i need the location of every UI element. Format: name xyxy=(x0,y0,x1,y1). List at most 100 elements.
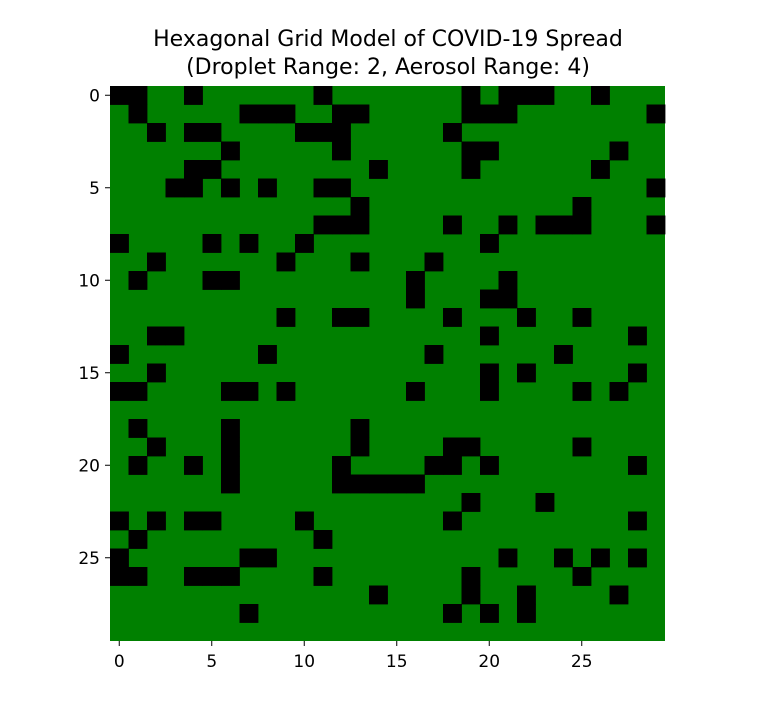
infected-cell xyxy=(128,567,148,586)
infected-cell xyxy=(628,326,647,346)
infected-cell xyxy=(443,604,462,623)
infected-cell xyxy=(535,86,555,105)
infected-cell xyxy=(406,289,425,309)
x-tick-label: 10 xyxy=(293,652,315,672)
infected-cell xyxy=(591,86,610,105)
infected-cell xyxy=(443,308,462,327)
infected-cell xyxy=(480,104,499,124)
infected-cell xyxy=(258,104,277,124)
infected-cell xyxy=(184,123,203,142)
infected-cell xyxy=(332,123,351,142)
infected-cell xyxy=(313,567,333,586)
infected-cell xyxy=(202,234,222,253)
infected-cell xyxy=(591,548,610,568)
infected-cell xyxy=(461,160,481,179)
infected-cell xyxy=(443,456,462,475)
x-axis: 0 5 10 15 20 25 xyxy=(114,641,593,672)
infected-cell xyxy=(369,474,388,494)
infected-cell xyxy=(147,511,166,531)
infected-cell xyxy=(461,567,481,586)
infected-cell xyxy=(276,308,296,327)
infected-cell xyxy=(369,160,388,179)
infected-cell xyxy=(128,104,148,124)
infected-cell xyxy=(332,104,351,124)
infected-cell xyxy=(276,104,296,124)
infected-cell xyxy=(221,178,240,198)
infected-cell xyxy=(258,548,277,568)
infected-cell xyxy=(128,419,148,438)
infected-cell xyxy=(572,215,592,235)
infected-cell xyxy=(147,123,166,142)
infected-cell xyxy=(202,511,222,531)
infected-cell xyxy=(202,567,222,586)
infected-cell xyxy=(202,123,222,142)
infected-cell xyxy=(554,215,573,235)
infected-cell xyxy=(480,289,499,309)
infected-cell xyxy=(517,585,536,605)
infected-cell xyxy=(239,382,259,401)
infected-cell xyxy=(332,178,351,198)
infected-cell xyxy=(535,215,555,235)
infected-cell xyxy=(646,104,666,124)
infected-cell xyxy=(350,308,370,327)
infected-cell xyxy=(239,234,259,253)
infected-cell xyxy=(628,456,647,475)
infected-cell xyxy=(239,548,259,568)
infected-cell xyxy=(128,530,148,549)
infected-cell xyxy=(239,104,259,124)
infected-cell xyxy=(110,511,129,531)
infected-cell xyxy=(128,382,148,401)
y-tick-label: 25 xyxy=(78,549,100,569)
y-tick-label: 15 xyxy=(78,364,100,384)
infected-cell xyxy=(221,567,240,586)
infected-cell xyxy=(443,511,462,531)
infected-cell xyxy=(165,178,185,198)
infected-cell xyxy=(221,474,240,494)
infected-cell xyxy=(184,567,203,586)
infected-cell xyxy=(517,363,536,383)
infected-cell xyxy=(406,271,425,290)
infected-cell xyxy=(498,104,518,124)
infected-cell xyxy=(276,382,296,401)
infected-cell xyxy=(480,326,499,346)
infected-cell xyxy=(628,548,647,568)
infected-cell xyxy=(350,104,370,124)
infected-cell xyxy=(554,548,573,568)
infected-cell xyxy=(480,604,499,623)
x-tick-label: 15 xyxy=(386,652,408,672)
infected-cell xyxy=(646,215,666,235)
x-tick-label: 0 xyxy=(114,652,125,672)
infected-cell xyxy=(461,437,481,457)
infected-cell xyxy=(461,585,481,605)
infected-cell xyxy=(480,234,499,253)
infected-cell xyxy=(128,86,148,105)
infected-cell xyxy=(202,160,222,179)
infected-cell xyxy=(387,474,407,494)
infected-cell xyxy=(313,86,333,105)
infected-cell xyxy=(221,437,240,457)
infected-cell xyxy=(480,141,499,161)
infected-cell xyxy=(572,437,592,457)
infected-cell xyxy=(498,289,518,309)
y-tick-label: 20 xyxy=(78,456,100,476)
infected-cell xyxy=(554,345,573,364)
plot-area xyxy=(110,86,666,641)
infected-cell xyxy=(184,456,203,475)
infected-cell xyxy=(609,382,629,401)
infected-cell xyxy=(461,104,481,124)
infected-cell xyxy=(609,585,629,605)
infected-cell xyxy=(110,234,129,253)
x-tick-label: 20 xyxy=(478,652,500,672)
infected-cell xyxy=(480,363,499,383)
infected-cell xyxy=(332,456,351,475)
infected-cell xyxy=(239,604,259,623)
infected-cell xyxy=(572,567,592,586)
infected-cell xyxy=(350,419,370,438)
infected-cell xyxy=(110,382,129,401)
infected-cell xyxy=(517,86,536,105)
infected-cell xyxy=(147,363,166,383)
infected-cell xyxy=(443,123,462,142)
infected-cell xyxy=(258,178,277,198)
infected-cell xyxy=(572,308,592,327)
